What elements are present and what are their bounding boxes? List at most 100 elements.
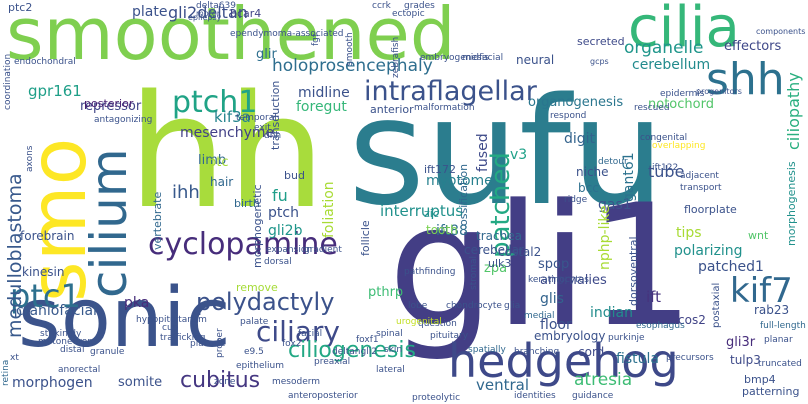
word: tulp3 [730, 353, 761, 367]
word: indian [590, 305, 633, 321]
word: foliation [321, 181, 337, 238]
word: repressor [80, 99, 142, 114]
word: epidermis [660, 89, 705, 99]
word: branching [514, 347, 560, 357]
word: posterior [84, 97, 134, 110]
word: zic [424, 207, 439, 220]
word: kif3a [214, 108, 251, 126]
word: cup [162, 323, 179, 333]
word: trachea [476, 229, 522, 243]
word: ependymoma-associated [230, 29, 344, 39]
word: zpa [484, 261, 508, 276]
word: ptch [268, 205, 299, 221]
word: palate [240, 317, 269, 327]
word: identities [514, 391, 556, 401]
word: floorplate [684, 203, 737, 216]
word: interruptus [380, 202, 464, 220]
word: ventral [476, 376, 530, 394]
word: expansion [266, 245, 313, 255]
word: wnt [748, 229, 769, 242]
word: cubitus [180, 368, 261, 393]
word: pthrp [368, 285, 404, 300]
word: question [418, 319, 457, 329]
word: adjacent [680, 171, 719, 181]
word: gli3r [726, 335, 756, 350]
word: plate [132, 4, 168, 20]
word: costal2 [498, 245, 542, 259]
word: morphogenetic [251, 184, 264, 268]
word: neural [516, 53, 555, 67]
word: strikingly [40, 329, 82, 339]
word: floor [540, 317, 572, 333]
word: polydactyly [196, 288, 335, 316]
word: v3 [510, 147, 528, 163]
word: urogenital [396, 317, 442, 327]
word: grades [404, 1, 435, 11]
word: motoneurons [38, 337, 98, 347]
word: myotome [426, 173, 493, 189]
word: follicle [359, 220, 372, 256]
word: morphogenesis [785, 161, 798, 246]
word: bud [284, 169, 305, 182]
word: gcps [590, 57, 609, 66]
word: full-length [760, 321, 806, 331]
word: ift122 [652, 163, 679, 173]
word: hypopituitarism [136, 315, 207, 325]
word: hh [128, 61, 326, 243]
word: congenital [640, 133, 688, 143]
word: somite [118, 375, 163, 390]
word: anorectal [58, 365, 101, 375]
word: notochord [648, 97, 714, 112]
word: remove [236, 281, 278, 294]
word: malformation [414, 103, 475, 113]
word: ptc1 [10, 277, 81, 315]
word: deltangli2 [332, 347, 377, 357]
word: xt [10, 353, 19, 363]
word: e9.5 [244, 347, 264, 357]
word: tube [648, 162, 685, 181]
word: progenitors [696, 87, 742, 96]
word: bcc [578, 181, 599, 195]
word: gli2deltan [168, 3, 248, 22]
word: proper [215, 328, 225, 358]
word: ulk3 [488, 257, 512, 270]
word: antagonizing [94, 115, 153, 125]
word: cilia [628, 0, 740, 60]
word: vertebrate [151, 191, 164, 250]
word: tips [676, 225, 702, 241]
word: esophagus [636, 321, 685, 331]
word: detour [598, 157, 628, 167]
word: truncated [758, 359, 802, 369]
word: organelle [624, 38, 704, 58]
word: glir [256, 47, 277, 62]
word: cos2 [678, 313, 706, 327]
word: ridge [564, 195, 588, 205]
word: fox2 [282, 339, 302, 349]
word: effectors [724, 39, 782, 54]
word: anterior [370, 103, 414, 116]
word: exit [254, 123, 271, 133]
word: pka [124, 295, 150, 311]
word: morphogen [12, 375, 93, 391]
word: ciliary [256, 315, 340, 348]
word: epithelium [236, 361, 284, 371]
word: dhh [264, 131, 282, 141]
word: sufu [348, 66, 665, 238]
word: purkinje [608, 333, 645, 343]
word: limb [198, 153, 227, 168]
word: ihh [172, 182, 200, 203]
word: medial [524, 311, 555, 321]
word: birth [234, 197, 260, 210]
word: cerebellum [632, 57, 711, 73]
word: bmp4 [744, 373, 776, 386]
word: cyclopamine [148, 227, 338, 262]
word: ccrk [372, 1, 391, 11]
word: delta639 [196, 1, 236, 11]
word: ossification [457, 163, 470, 226]
word: ectopic [392, 9, 425, 19]
word: ptch1 [172, 85, 258, 120]
word: skin [384, 345, 403, 355]
word: ptc [208, 155, 229, 170]
word: dorsoventral [627, 236, 640, 306]
word: tooth [426, 223, 458, 237]
